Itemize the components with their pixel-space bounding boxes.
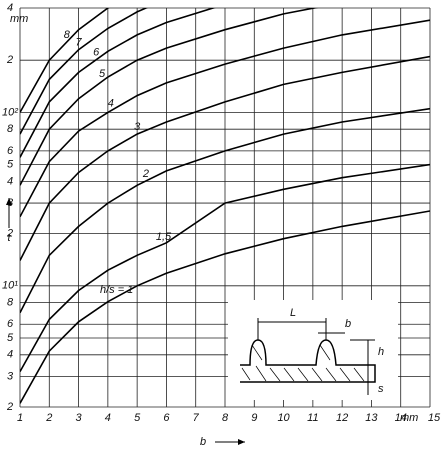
y-tick-label: 2 <box>6 54 13 66</box>
y-unit: mm <box>10 13 28 25</box>
inset-bg <box>228 300 398 400</box>
inset: L b h s <box>228 300 398 400</box>
y-arrow <box>6 198 12 205</box>
y-tick-label: 5 <box>7 332 14 344</box>
y-tick-label: 6 <box>7 318 14 330</box>
curve-label: 4 <box>108 98 114 110</box>
curve <box>20 8 216 158</box>
curve-label: 8 <box>64 29 71 41</box>
curve-label: h/s = 1 <box>100 284 133 296</box>
y-tick-label: 6 <box>7 145 14 157</box>
y-tick-label: 10² <box>2 106 18 118</box>
x-tick-label: 6 <box>163 412 170 424</box>
curve-label: 2 <box>142 168 149 180</box>
curve <box>20 8 110 113</box>
y-tick-label: 2 <box>6 228 13 240</box>
x-tick-label: 11 <box>307 412 318 424</box>
y-tick-label: 10¹ <box>2 280 18 292</box>
x-arrow <box>238 439 245 445</box>
curve-label: 3 <box>134 121 141 133</box>
curve-label: 6 <box>93 47 100 59</box>
y-tick-label: 4 <box>7 175 13 187</box>
curve-label: 5 <box>99 68 106 80</box>
curve <box>20 107 430 314</box>
curves <box>20 8 430 404</box>
curve <box>20 8 149 135</box>
x-tick-label: 15 <box>428 412 441 424</box>
x-tick-label: 10 <box>277 412 290 424</box>
y-tick-label: 3 <box>7 370 14 382</box>
curve <box>20 163 430 372</box>
curve <box>20 19 430 218</box>
y-axis-label: t <box>7 232 11 244</box>
curve <box>20 8 319 186</box>
x-tick-label: 9 <box>251 412 257 424</box>
x-tick-label: 2 <box>45 412 52 424</box>
y-tick-label: 5 <box>7 159 14 171</box>
x-tick-label: 4 <box>105 412 111 424</box>
x-tick-label: 8 <box>222 412 229 424</box>
x-tick-label: 13 <box>365 412 378 424</box>
y-tick-label: 8 <box>7 123 14 135</box>
x-tick-label: 5 <box>134 412 141 424</box>
curve <box>20 210 430 404</box>
inset-label: L <box>290 307 296 319</box>
x-unit: mm <box>400 412 418 424</box>
curve-label: 1,5 <box>156 231 172 243</box>
curve <box>20 55 430 261</box>
x-tick-label: 1 <box>17 412 23 424</box>
x-tick-label: 12 <box>336 412 348 424</box>
curve-labels: h/s = 1 1,5 2 3 4 5 678 <box>64 29 172 296</box>
inset-label: h <box>378 346 384 358</box>
hatch <box>241 344 365 382</box>
x-axis-label: b <box>200 436 206 448</box>
y-tick-label: 3 <box>7 197 14 209</box>
x-tick-label: 3 <box>76 412 83 424</box>
curve-label: 7 <box>76 37 83 49</box>
y-tick-label: 4 <box>7 349 13 361</box>
y-tick-label: 8 <box>7 297 14 309</box>
x-tick-label: 14 <box>395 412 407 424</box>
profile <box>240 339 376 383</box>
y-tick-label: 4 <box>7 2 13 14</box>
inset-label: s <box>378 383 384 395</box>
x-tick-label: 7 <box>193 412 200 424</box>
y-tick-label: 2 <box>6 401 13 413</box>
inset-label: b <box>345 318 351 330</box>
